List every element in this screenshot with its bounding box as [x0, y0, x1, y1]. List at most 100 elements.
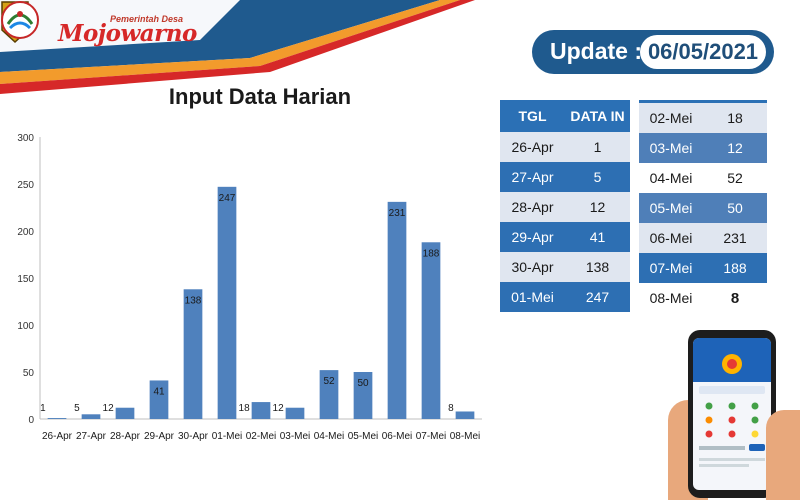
table-row: 07-Mei 188: [639, 253, 767, 283]
bar-value-label: 8: [448, 403, 454, 414]
y-tick-label: 0: [28, 415, 34, 426]
data-in-cell: 231: [703, 223, 767, 253]
bar-value-label: 188: [423, 248, 440, 259]
date-cell: 05-Mei: [639, 193, 703, 223]
table-row: 04-Mei 52: [639, 163, 767, 193]
app-icons-illustration: [699, 354, 765, 467]
phone-illustration: [688, 330, 776, 498]
data-in-cell: 12: [703, 133, 767, 163]
date-cell: 30-Apr: [500, 252, 565, 282]
bar-value-label: 18: [239, 403, 251, 414]
ministry-logo-icon: [1, 1, 39, 39]
column-header-date: TGL: [500, 100, 565, 132]
bar-value-label: 50: [357, 378, 369, 389]
x-tick-label: 28-Apr: [110, 431, 141, 442]
table-row: 02-Mei 18: [639, 101, 767, 133]
data-in-cell: 41: [565, 222, 630, 252]
bar: [217, 186, 237, 419]
table-row: 01-Mei 247: [500, 282, 630, 312]
bar: [183, 289, 203, 419]
bar-value-label: 247: [219, 193, 236, 204]
bar: [455, 411, 475, 419]
bar-value-label: 52: [323, 376, 335, 387]
table-row: 29-Apr 41: [500, 222, 630, 252]
data-in-cell: 12: [565, 192, 630, 222]
bar: [353, 372, 373, 419]
table-row: 30-Apr 138: [500, 252, 630, 282]
x-tick-label: 01-Mei: [212, 431, 243, 442]
data-in-cell: 188: [703, 253, 767, 283]
y-tick-label: 50: [23, 368, 35, 379]
date-cell: 06-Mei: [639, 223, 703, 253]
bar: [81, 414, 101, 419]
data-in-cell: 8: [703, 283, 767, 313]
update-label: Update :: [550, 38, 642, 64]
bar: [319, 370, 339, 419]
date-cell: 03-Mei: [639, 133, 703, 163]
update-date: 06/05/2021: [640, 35, 766, 69]
data-in-cell: 1: [565, 132, 630, 162]
bar-value-label: 5: [74, 403, 80, 414]
table-row: 06-Mei 231: [639, 223, 767, 253]
table-row: 08-Mei 8: [639, 283, 767, 313]
bar: [149, 380, 169, 419]
column-header-data-in: DATA IN: [565, 100, 630, 132]
brand-name: Mojowarno: [58, 20, 197, 47]
date-cell: 08-Mei: [639, 283, 703, 313]
bar: [251, 402, 271, 419]
date-cell: 02-Mei: [639, 101, 703, 133]
bar-chart: 0 50 100 150 200 250 300 1 26-Apr 5 27-Apr 12 28-Apr…: [17, 133, 482, 442]
x-tick-label: 02-Mei: [246, 431, 277, 442]
table-row: 26-Apr 1: [500, 132, 630, 162]
bar-value-label: 12: [273, 403, 285, 414]
data-in-cell: 5: [565, 162, 630, 192]
y-tick-label: 300: [17, 133, 34, 144]
data-table-left: TGL DATA IN 26-Apr 1 27-Apr 5 28-Apr 12 29-Apr…: [500, 100, 630, 312]
x-tick-label: 30-Apr: [178, 431, 209, 442]
table-row: 28-Apr 12: [500, 192, 630, 222]
bar-value-label: 231: [389, 208, 406, 219]
bar: [285, 407, 305, 419]
y-tick-label: 100: [17, 321, 34, 332]
x-tick-label: 26-Apr: [42, 431, 73, 442]
y-tick-label: 250: [17, 180, 34, 191]
x-tick-label: 29-Apr: [144, 431, 175, 442]
header-decoration: [0, 0, 475, 94]
data-in-cell: 247: [565, 282, 630, 312]
date-cell: 04-Mei: [639, 163, 703, 193]
phone-screen: [693, 338, 771, 490]
x-tick-label: 03-Mei: [280, 431, 311, 442]
table-row: 27-Apr 5: [500, 162, 630, 192]
bar-value-label: 41: [153, 386, 165, 397]
x-tick-label: 07-Mei: [416, 431, 447, 442]
x-tick-label: 08-Mei: [450, 431, 481, 442]
y-tick-label: 150: [17, 274, 34, 285]
brand-subtitle: Pemerintah Desa: [110, 14, 184, 24]
date-cell: 01-Mei: [500, 282, 565, 312]
table-row: 03-Mei 12: [639, 133, 767, 163]
bar: [421, 242, 441, 419]
data-in-cell: 52: [703, 163, 767, 193]
header-banner: Pemerintah Desa Mojowarno Update : 06/05…: [0, 0, 800, 100]
date-cell: 29-Apr: [500, 222, 565, 252]
bar-value-label: 1: [40, 403, 46, 414]
y-tick-label: 200: [17, 227, 34, 238]
x-tick-label: 05-Mei: [348, 431, 379, 442]
bar: [115, 407, 135, 419]
date-cell: 27-Apr: [500, 162, 565, 192]
bar: [47, 418, 67, 419]
x-tick-label: 04-Mei: [314, 431, 345, 442]
data-in-cell: 138: [565, 252, 630, 282]
date-cell: 28-Apr: [500, 192, 565, 222]
date-cell: 07-Mei: [639, 253, 703, 283]
bar: [387, 201, 407, 419]
data-in-cell: 50: [703, 193, 767, 223]
table-row: 05-Mei 50: [639, 193, 767, 223]
update-badge: Update : 06/05/2021: [532, 30, 774, 74]
bar-value-label: 138: [185, 295, 202, 306]
hand-thumb-illustration: [766, 410, 800, 500]
data-table-right: 02-Mei 18 03-Mei 12 04-Mei 52 05-Mei 50 06-Mei 23…: [639, 100, 767, 313]
chart-title: Input Data Harian: [168, 84, 352, 109]
x-tick-label: 27-Apr: [76, 431, 107, 442]
data-in-cell: 18: [703, 101, 767, 133]
